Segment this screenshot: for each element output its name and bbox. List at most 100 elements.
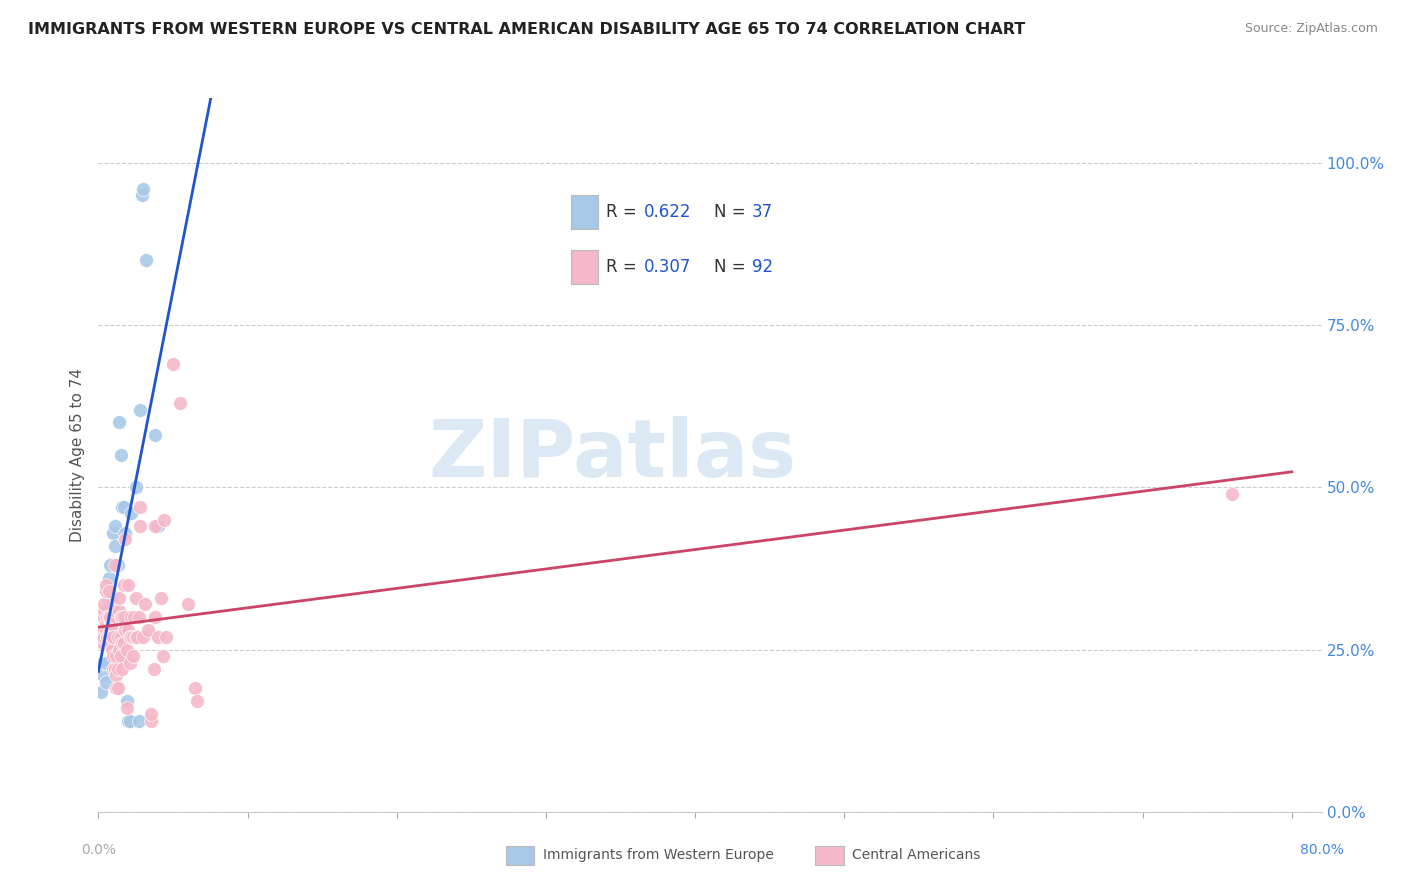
Point	[96, 616, 118, 631]
Text: 80.0%: 80.0%	[1299, 843, 1344, 857]
Point	[120, 630, 142, 644]
Point	[118, 656, 141, 670]
Point	[128, 714, 150, 728]
Point	[98, 610, 121, 624]
Point	[107, 630, 129, 644]
Point	[142, 662, 165, 676]
Point	[184, 681, 207, 696]
Point	[120, 610, 142, 624]
Point	[93, 610, 115, 624]
Point	[104, 519, 127, 533]
Point	[91, 668, 114, 682]
Point	[93, 604, 115, 618]
Point	[1220, 487, 1243, 501]
Point	[169, 396, 191, 410]
Point	[104, 604, 127, 618]
Point	[96, 630, 118, 644]
Point	[143, 428, 166, 442]
Point	[103, 662, 125, 676]
Point	[90, 610, 112, 624]
Point	[111, 500, 134, 514]
Point	[97, 610, 120, 624]
Point	[129, 519, 152, 533]
Point	[128, 610, 150, 624]
Point	[118, 630, 141, 644]
Point	[104, 662, 127, 676]
Point	[121, 648, 143, 663]
Point	[101, 630, 124, 644]
Point	[115, 701, 138, 715]
Point	[132, 630, 155, 644]
Point	[90, 623, 112, 637]
Point	[155, 630, 177, 644]
Point	[94, 656, 117, 670]
Point	[112, 636, 135, 650]
Point	[125, 591, 148, 605]
Text: IMMIGRANTS FROM WESTERN EUROPE VS CENTRAL AMERICAN DISABILITY AGE 65 TO 74 CORRE: IMMIGRANTS FROM WESTERN EUROPE VS CENTRA…	[28, 22, 1025, 37]
Point	[98, 591, 121, 605]
Point	[114, 623, 136, 637]
Point	[94, 577, 117, 591]
Point	[122, 610, 145, 624]
Point	[96, 610, 118, 624]
Point	[101, 591, 124, 605]
Point	[146, 519, 169, 533]
Point	[108, 416, 131, 430]
Point	[115, 642, 138, 657]
Point	[97, 630, 120, 644]
Point	[110, 630, 132, 644]
Point	[93, 630, 115, 644]
Point	[103, 642, 125, 657]
Point	[104, 539, 127, 553]
Point	[112, 500, 135, 514]
Point	[98, 636, 121, 650]
Point	[98, 623, 121, 637]
Point	[98, 558, 121, 573]
Point	[136, 623, 159, 637]
Point	[162, 357, 184, 371]
Point	[111, 662, 134, 676]
Point	[177, 597, 200, 611]
Point	[101, 642, 124, 657]
Point	[107, 681, 129, 696]
Point	[127, 630, 149, 644]
Point	[107, 558, 129, 573]
Point	[121, 630, 143, 644]
Point	[110, 448, 132, 462]
Point	[107, 662, 129, 676]
Point	[97, 571, 120, 585]
Point	[96, 604, 118, 618]
Point	[125, 630, 148, 644]
Point	[90, 630, 112, 644]
Point	[118, 714, 141, 728]
Point	[94, 675, 117, 690]
Point	[112, 610, 135, 624]
Point	[94, 584, 117, 599]
Point	[110, 648, 132, 663]
Point	[105, 681, 128, 696]
Point	[96, 630, 118, 644]
Point	[139, 707, 162, 722]
Point	[146, 630, 169, 644]
Point	[129, 402, 152, 417]
Point	[120, 506, 142, 520]
Point	[115, 694, 138, 708]
Point	[125, 480, 148, 494]
Point	[108, 642, 131, 657]
Point	[97, 597, 120, 611]
Point	[139, 714, 162, 728]
Point	[91, 636, 114, 650]
Point	[103, 630, 125, 644]
Text: ZIPatlas: ZIPatlas	[427, 416, 796, 494]
Y-axis label: Disability Age 65 to 74: Disability Age 65 to 74	[69, 368, 84, 542]
Point	[105, 648, 128, 663]
Point	[94, 616, 117, 631]
Point	[117, 623, 139, 637]
Point	[134, 597, 156, 611]
Point	[104, 610, 127, 624]
Point	[153, 513, 176, 527]
Point	[91, 630, 114, 644]
Point	[152, 648, 174, 663]
Point	[131, 188, 153, 202]
Text: Central Americans: Central Americans	[852, 848, 980, 863]
